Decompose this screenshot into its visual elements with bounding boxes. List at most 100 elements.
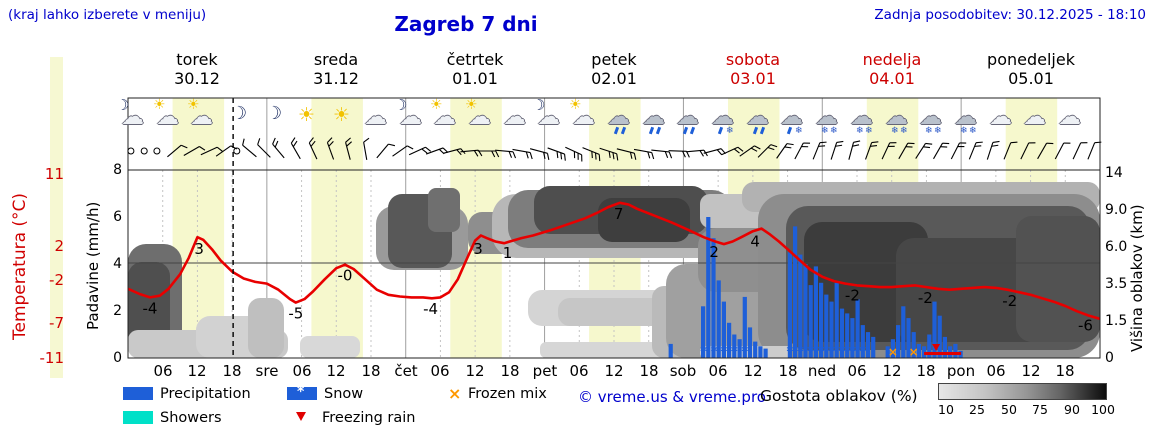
cloud-icon: ☁ [642,104,665,130]
temp-axis-tick: 11 [44,165,64,183]
snow-marker: * [859,345,866,360]
frozen-mix-marker: × [909,345,919,359]
snow-marker: * [720,345,727,360]
x-axis-hour-label: 06 [153,362,173,380]
snow-swatch: * [287,385,317,400]
temp-axis-tick: -7 [49,314,64,332]
cloud-density-scale-label: 75 [1032,402,1048,417]
wind-barb-icon [376,143,396,159]
temperature-value-label: -4 [423,300,438,318]
cloud-density-scale-label: 25 [969,402,985,417]
weather-icon-moon: ☽ [221,99,255,135]
region-select-hint: (kraj lahko izberete v meniju) [8,7,207,23]
x-axis-hour-label: 06 [847,362,867,380]
temperature-value-label: -6 [1078,316,1093,334]
sun-icon: ☀ [187,97,200,113]
wind-barb-icon [933,142,950,160]
cloud-density-scale [938,383,1107,400]
cloud-axis-tick: 6.0 [1105,239,1128,255]
wind-barb-icon [512,148,533,160]
x-axis-hour-label: 18 [778,362,798,380]
wind-barb-icon [986,140,1000,160]
temperature-curve [128,201,1100,321]
precip-axis-tick: 6 [113,209,122,225]
weather-icon-cloud-rain: ☁ [603,99,637,135]
weather-icon-cloud-snow: ☁ ❄ ❄ [846,99,880,136]
wind-barb-icon [408,146,432,156]
temp-axis-tick: -2 [49,271,64,289]
precip-axis-tick: 2 [113,303,122,319]
flake-icon: ❄ [821,126,829,136]
wind-barb-icon [127,147,135,155]
weather-icon-cloud-rain: ☁ [742,99,776,135]
day-date-sobota: 03.01 [730,69,776,88]
chart-border [127,97,1101,359]
cloud-density-scale-label: 100 [1091,402,1115,417]
weather-icon-cloud-sleet: ☁ ❄ [707,99,741,136]
drop-icon [689,126,695,135]
x-axis-hour-label: 12 [743,362,763,380]
drop-icon [648,126,654,135]
x-axis-day-abbrev: pon [946,362,976,380]
cloud-icon: ☁ [156,104,179,130]
wind-barb-icon [272,137,285,159]
wind-barb-icon [477,150,500,158]
copyright-link[interactable]: © vreme.us & vreme.pro [578,388,766,406]
day-date-petek: 02.01 [591,69,637,88]
wind-barb-icon [703,148,726,156]
temperature-value-label: 3 [473,240,483,258]
weather-icon-sun-cloud: ☀ ☁ [152,97,186,135]
freezing-rain-legend-label: Freezing rain [322,410,416,426]
cloud-icon: ☁ [885,104,908,130]
day-date-četrtek: 01.01 [452,69,498,88]
weather-icon-cloud-snow: ☁ ❄ ❄ [915,99,949,136]
weather-icon-cloud-sleet: ☁ ❄ [776,99,810,136]
wind-barb-icon [865,141,879,160]
snow-marker: * [797,345,804,360]
flake-icon: ❄ [830,126,838,136]
cloud-icon: ☁ [468,104,491,130]
temperature-value-label: 7 [614,205,624,223]
wind-barb-icon [968,141,983,160]
snow-marker: * [849,345,856,360]
x-axis-hour-label: 18 [222,362,242,380]
sun-icon: ☀ [465,97,478,113]
weather-icon-sun: ☀ [290,99,324,135]
cloud-icon: ☁ [780,104,803,130]
cloud-axis-tick: 1.5 [1105,313,1128,329]
drop-icon [752,126,758,135]
temperature-value-label: -2 [1002,292,1017,310]
cloud-icon: ☁ [433,104,456,130]
cloud-icon: ☁ [676,104,699,130]
wind-barb-icon [616,148,637,160]
temperature-value-label: -2 [845,287,860,305]
snow-marker: * [818,345,825,360]
weather-icon-sun-cloud: ☀ ☁ [568,97,602,135]
drop-icon [717,126,723,135]
cloud-density-scale-label: 10 [938,402,954,417]
drop-icon [613,126,619,135]
wind-barb-icon [1020,142,1036,160]
cloud-axis-tick: 14 [1105,165,1123,181]
wind-barb-icon [183,146,206,156]
day-header-torek: torek [176,50,218,69]
x-axis-hour-label: 18 [1055,362,1075,380]
wind-barb-icon [651,149,673,159]
flake-icon: ❄ [960,126,968,136]
daylight-band [311,98,363,358]
weather-icon-moon-cloud: ☽ ☁ [394,96,429,135]
flake-icon: ❄ [900,126,908,136]
flake-icon: ❄ [726,126,734,136]
wind-barb-icon [167,144,188,158]
wind-barb-icon [257,138,271,158]
snow-marker: * [807,345,814,360]
wind-barb-icon [668,150,690,158]
freezing-rain-icon [296,412,306,421]
day-date-sreda: 31.12 [313,69,359,88]
snow-marker: * [786,345,793,360]
wind-barb-icon [848,140,861,160]
cloud-icon: ☁ [121,104,144,130]
flake-icon: ❄ [795,126,803,136]
wind-barb-icon [898,142,915,160]
temperature-value-label: 3 [194,240,204,258]
